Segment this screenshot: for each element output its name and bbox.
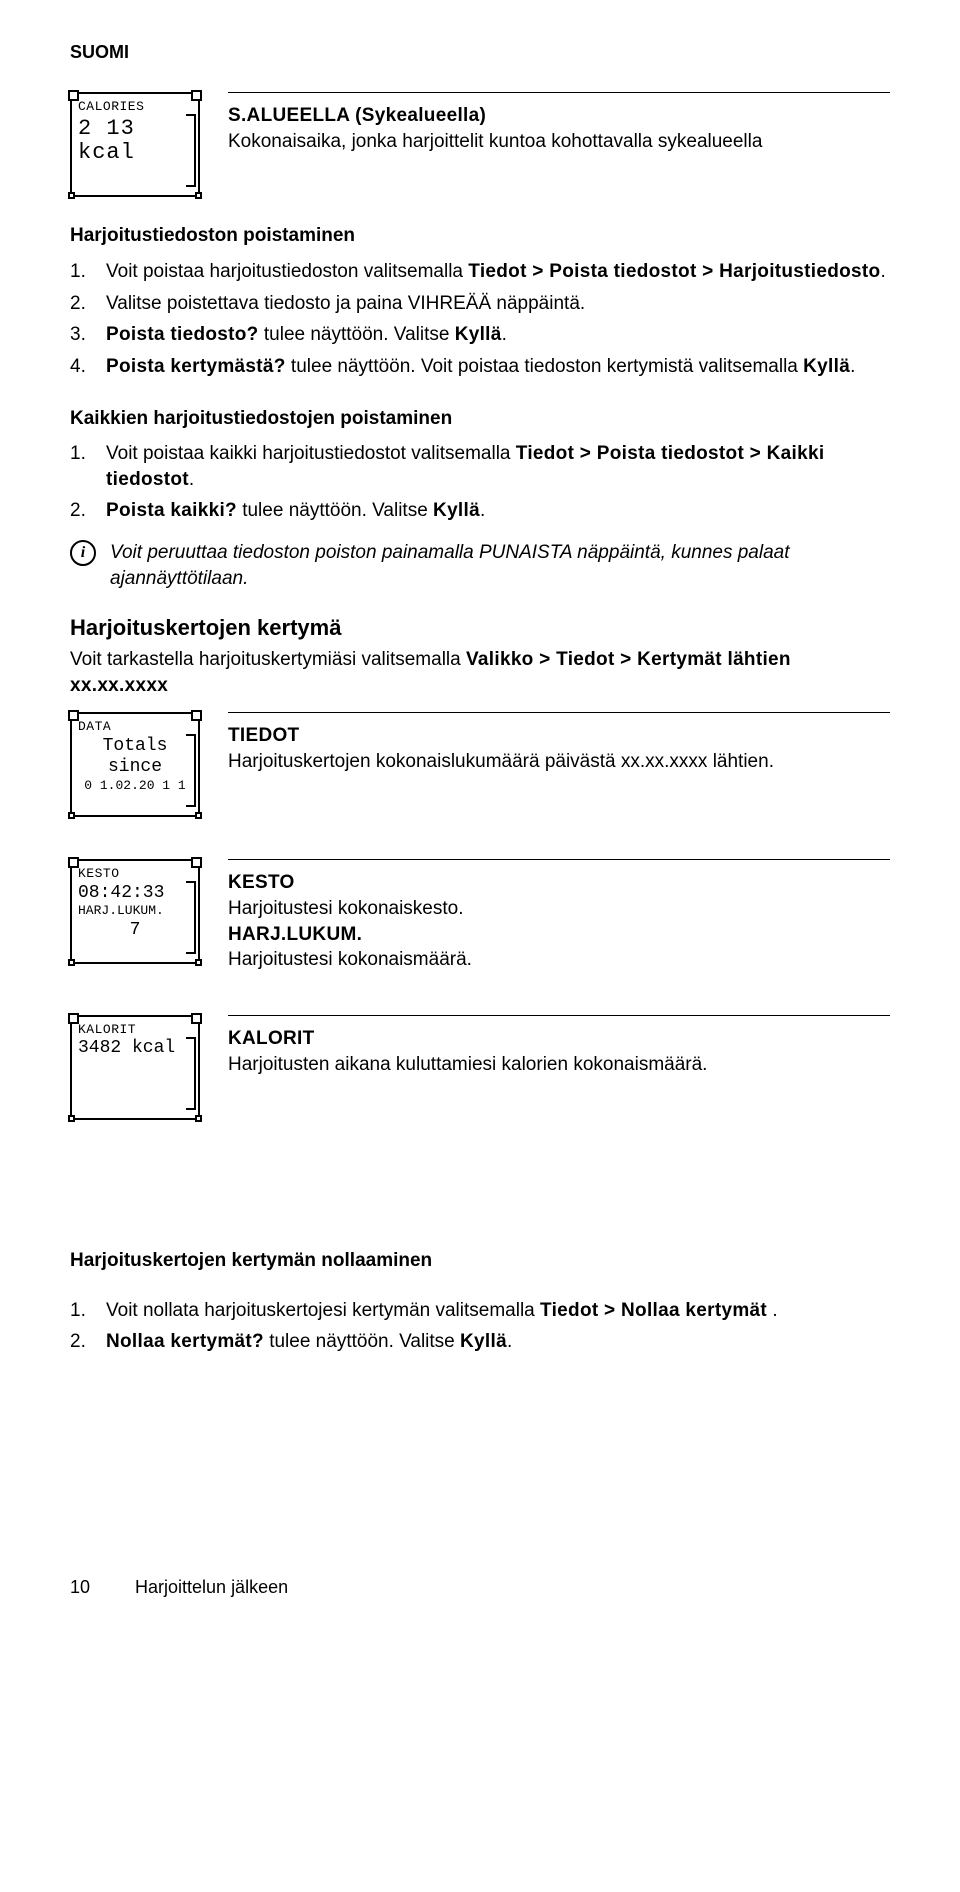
text: tulee näyttöön. Valitse xyxy=(259,324,455,345)
page-number: 10 xyxy=(70,1575,130,1599)
page-footer: 10 Harjoittelun jälkeen xyxy=(70,1575,890,1599)
row-kalorit: KALORIT 3482 kcal KALORIT Harjoitusten a… xyxy=(70,1015,890,1120)
heading-delete-all: Kaikkien harjoitustiedostojen poistamine… xyxy=(70,406,890,432)
lcd-data-l3: 0 1.02.20 1 1 xyxy=(78,779,192,793)
lcd-kalorit-value: 3482 kcal xyxy=(78,1039,192,1059)
footer-section: Harjoittelun jälkeen xyxy=(135,1577,288,1597)
heading-reset: Harjoituskertojen kertymän nollaaminen xyxy=(70,1248,890,1274)
lcd-data-l1: Totals xyxy=(78,737,192,757)
kesto-subbody: Harjoitustesi kokonaismäärä. xyxy=(228,947,890,973)
lcd-data-label: DATA xyxy=(78,720,192,734)
heading-kertyma: Harjoituskertojen kertymä xyxy=(70,613,890,643)
salueella-title: S.ALUEELLA (Sykealueella) xyxy=(228,105,486,126)
info-icon: i xyxy=(70,540,96,566)
lcd-kesto: KESTO 08:42:33 HARJ.LUKUM. 7 xyxy=(70,859,200,964)
text: . xyxy=(480,500,485,521)
row-tiedot: DATA Totals since 0 1.02.20 1 1 TIEDOT H… xyxy=(70,712,890,817)
text: Poista kertymästä? xyxy=(106,356,286,377)
kesto-title: KESTO xyxy=(228,870,890,896)
list-item: Valitse poistettava tiedosto ja paina VI… xyxy=(70,291,890,317)
kalorit-title: KALORIT xyxy=(228,1026,890,1052)
info-text: Voit peruuttaa tiedoston poiston painama… xyxy=(110,540,890,591)
tiedot-body: Harjoituskertojen kokonaislukumäärä päiv… xyxy=(228,749,890,775)
text: Voit poistaa harjoitustiedoston valitsem… xyxy=(106,261,468,282)
text: . xyxy=(507,1331,512,1352)
info-callout: i Voit peruuttaa tiedoston poiston paina… xyxy=(70,540,890,591)
kertyma-intro: Voit tarkastella harjoituskertymiäsi val… xyxy=(70,647,890,698)
text: . xyxy=(880,261,885,282)
lcd-kalorit-label: KALORIT xyxy=(78,1023,192,1037)
text: Nollaa kertymät? xyxy=(106,1331,264,1352)
salueella-body: Kokonaisaika, jonka harjoittelit kuntoa … xyxy=(228,129,890,155)
text: Voit tarkastella harjoituskertymiäsi val… xyxy=(70,649,466,670)
lcd-kesto-sub: HARJ.LUKUM. xyxy=(78,904,192,918)
text: tulee näyttöön. Voit poistaa tiedoston k… xyxy=(286,356,804,377)
lcd-data-l2: since xyxy=(78,758,192,778)
row-kesto: KESTO 08:42:33 HARJ.LUKUM. 7 KESTO Harjo… xyxy=(70,859,890,973)
list-item: Nollaa kertymät? tulee näyttöön. Valitse… xyxy=(70,1329,890,1355)
kalorit-body: Harjoitusten aikana kuluttamiesi kalorie… xyxy=(228,1052,890,1078)
list-item: Voit poistaa harjoitustiedoston valitsem… xyxy=(70,259,890,285)
kesto-body: Harjoitustesi kokonaiskesto. xyxy=(228,896,890,922)
list-item: Voit nollata harjoituskertojesi kertymän… xyxy=(70,1298,890,1324)
heading-delete-one: Harjoitustiedoston poistaminen xyxy=(70,223,890,249)
text: Poista tiedosto? xyxy=(106,324,259,345)
list-delete-one: Voit poistaa harjoitustiedoston valitsem… xyxy=(70,259,890,380)
row-salueella: CALORIES 2 13 kcal S.ALUEELLA (Sykealuee… xyxy=(70,92,890,197)
text: . xyxy=(850,356,855,377)
text: Kyllä xyxy=(803,356,850,377)
lcd-kesto-value: 08:42:33 xyxy=(78,884,192,904)
list-item: Poista kertymästä? tulee näyttöön. Voit … xyxy=(70,354,890,380)
lcd-kesto-subval: 7 xyxy=(78,921,192,941)
list-reset: Voit nollata harjoituskertojesi kertymän… xyxy=(70,1298,890,1355)
text: Tiedot > Nollaa kertymät xyxy=(540,1300,767,1321)
lcd-calories: CALORIES 2 13 kcal xyxy=(70,92,200,197)
page-lang-header: SUOMI xyxy=(70,40,890,64)
text: Kyllä xyxy=(460,1331,507,1352)
lcd-kalorit: KALORIT 3482 kcal xyxy=(70,1015,200,1120)
list-delete-all: Voit poistaa kaikki harjoitustiedostot v… xyxy=(70,441,890,524)
text: . xyxy=(767,1300,778,1321)
tiedot-title: TIEDOT xyxy=(228,723,890,749)
text: Voit poistaa kaikki harjoitustiedostot v… xyxy=(106,443,516,464)
kesto-sub: HARJ.LUKUM. xyxy=(228,922,890,948)
text: Voit nollata harjoituskertojesi kertymän… xyxy=(106,1300,540,1321)
text: tulee näyttöön. Valitse xyxy=(264,1331,460,1352)
text: Kyllä xyxy=(433,500,480,521)
text: Tiedot > Poista tiedostot > Harjoitustie… xyxy=(468,261,880,282)
lcd-kesto-label: KESTO xyxy=(78,867,192,881)
text: Kyllä xyxy=(455,324,502,345)
lcd-calories-label: CALORIES xyxy=(78,100,192,114)
lcd-data: DATA Totals since 0 1.02.20 1 1 xyxy=(70,712,200,817)
list-item: Poista tiedosto? tulee näyttöön. Valitse… xyxy=(70,322,890,348)
list-item: Poista kaikki? tulee näyttöön. Valitse K… xyxy=(70,498,890,524)
text: tulee näyttöön. Valitse xyxy=(237,500,433,521)
text: Poista kaikki? xyxy=(106,500,237,521)
text: . xyxy=(189,469,194,490)
text: . xyxy=(502,324,507,345)
list-item: Voit poistaa kaikki harjoitustiedostot v… xyxy=(70,441,890,492)
lcd-calories-value: 2 13 kcal xyxy=(78,117,192,165)
